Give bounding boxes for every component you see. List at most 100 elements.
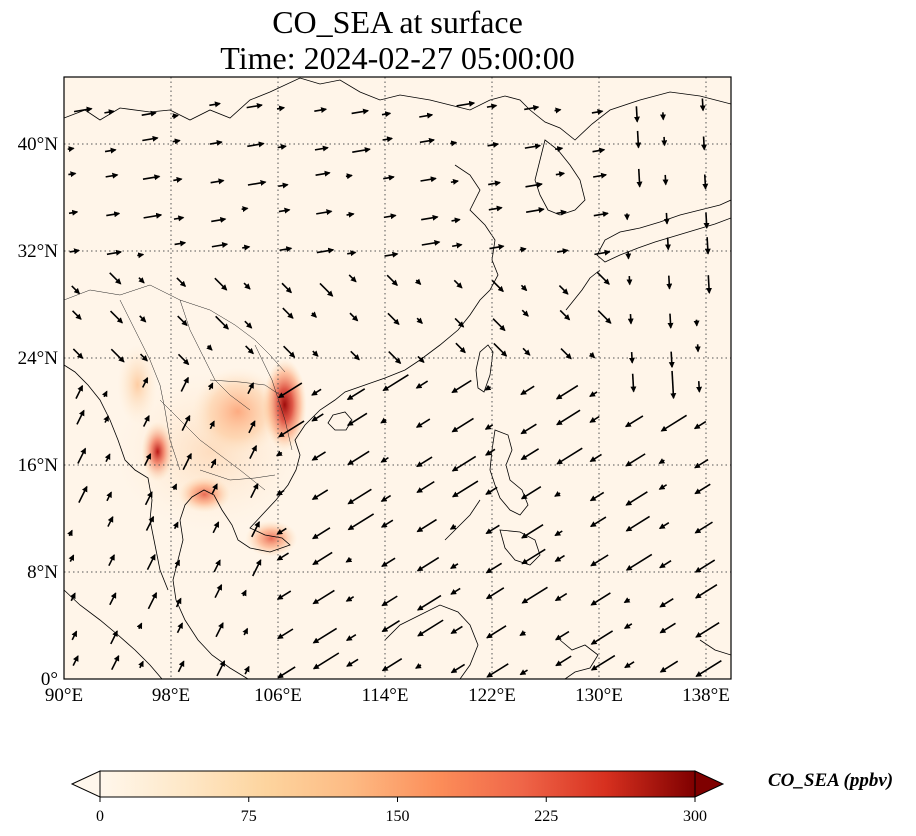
wind-arrow (597, 310, 612, 324)
wind-arrow (694, 483, 711, 495)
wind-arrow (347, 488, 372, 505)
wind-arrow (589, 491, 605, 502)
wind-arrow (312, 350, 319, 357)
wind-arrow (694, 521, 713, 534)
wind-arrow (554, 107, 562, 114)
lat-tick-label: 24°N (18, 348, 59, 369)
wind-arrow (69, 248, 81, 255)
wind-arrow (176, 277, 187, 288)
wind-arrow (172, 138, 181, 145)
wind-arrow (139, 353, 148, 362)
wind-arrow (101, 390, 108, 398)
wind-arrow (694, 458, 709, 469)
wind-arrow (520, 284, 528, 292)
wind-arrow (240, 589, 247, 597)
wind-arrow (487, 141, 500, 148)
wind-arrow (346, 658, 359, 667)
wind-arrow (663, 212, 670, 225)
wind-arrow (312, 652, 340, 670)
wind-arrow (181, 414, 191, 431)
wind-arrow (106, 211, 121, 218)
wind-arrow (658, 483, 668, 490)
wind-arrow (591, 109, 604, 115)
wind-arrow (589, 391, 598, 398)
wind-arrow (68, 171, 77, 178)
wind-arrow (277, 382, 303, 399)
wind-arrow (139, 315, 147, 323)
wind-arrow (388, 350, 402, 365)
lat-tick-label: 8°N (27, 562, 58, 583)
wind-arrow (244, 320, 253, 329)
wind-arrow (345, 634, 357, 642)
colorbar-tick-label: 75 (241, 808, 257, 825)
wind-arrow (554, 491, 561, 497)
wind-arrow (627, 314, 634, 325)
wind-arrow (138, 660, 144, 669)
wind-arrow (625, 515, 651, 532)
wind-arrow (70, 592, 76, 602)
wind-arrow (346, 412, 368, 426)
wind-arrow (589, 453, 602, 463)
wind-arrow (347, 250, 357, 257)
wind-arrow (71, 630, 78, 641)
wind-arrow (559, 309, 571, 321)
wind-arrow (414, 278, 422, 285)
wind-arrow (635, 130, 642, 149)
wind-arrow (381, 111, 392, 118)
wind-arrow (276, 489, 285, 496)
wind-arrow (421, 239, 441, 246)
wind-arrow (419, 137, 435, 144)
wind-arrow (589, 516, 607, 528)
wind-arrow (110, 348, 125, 363)
wind-arrow (556, 248, 569, 255)
wind-arrow (588, 351, 596, 359)
wind-arrow (593, 172, 608, 179)
wind-arrow (106, 249, 122, 256)
wind-arrow (214, 277, 228, 291)
wind-arrow (241, 206, 249, 213)
wind-arrow (177, 353, 190, 366)
wind-arrow (277, 144, 287, 150)
wind-arrow (346, 388, 366, 401)
wind-arrow (630, 373, 637, 393)
wind-arrow (278, 207, 291, 214)
wind-arrow (387, 312, 400, 326)
wind-arrow (450, 663, 466, 674)
wind-arrow (590, 630, 614, 645)
wind-arrow (213, 559, 221, 573)
wind-arrow (694, 584, 718, 599)
wind-arrow (211, 483, 218, 495)
wind-arrow (104, 109, 115, 116)
wind-arrow (275, 450, 283, 457)
wind-arrow (246, 102, 263, 109)
wind-arrow (314, 145, 329, 152)
wind-arrow (590, 654, 616, 671)
wind-arrow (146, 553, 156, 571)
wind-arrow (555, 384, 579, 400)
wind-arrow (315, 170, 331, 177)
wind-arrow (486, 625, 507, 639)
wind-arrow (415, 380, 429, 389)
wind-arrow (520, 448, 540, 461)
colorbar-tick-label: 225 (534, 808, 558, 825)
wind-arrow (554, 592, 568, 602)
wind-arrow (276, 590, 292, 600)
wind-arrow (381, 557, 396, 568)
wind-arrow (519, 669, 528, 676)
wind-arrow (488, 205, 503, 212)
wind-arrow (419, 112, 434, 119)
map-frame (63, 76, 732, 680)
wind-arrow (590, 554, 609, 567)
wind-arrow (72, 348, 84, 359)
wind-arrow (486, 103, 498, 110)
wind-arrow (77, 447, 87, 464)
wind-arrow (347, 513, 375, 531)
wind-arrow (243, 665, 250, 675)
wind-arrow (558, 285, 569, 295)
wind-arrow (104, 147, 117, 154)
wind-arrow (177, 315, 188, 327)
wind-arrow (346, 211, 355, 218)
wind-arrow (696, 381, 703, 393)
wind-arrow (147, 591, 158, 610)
lat-tick-label: 32°N (18, 241, 59, 262)
